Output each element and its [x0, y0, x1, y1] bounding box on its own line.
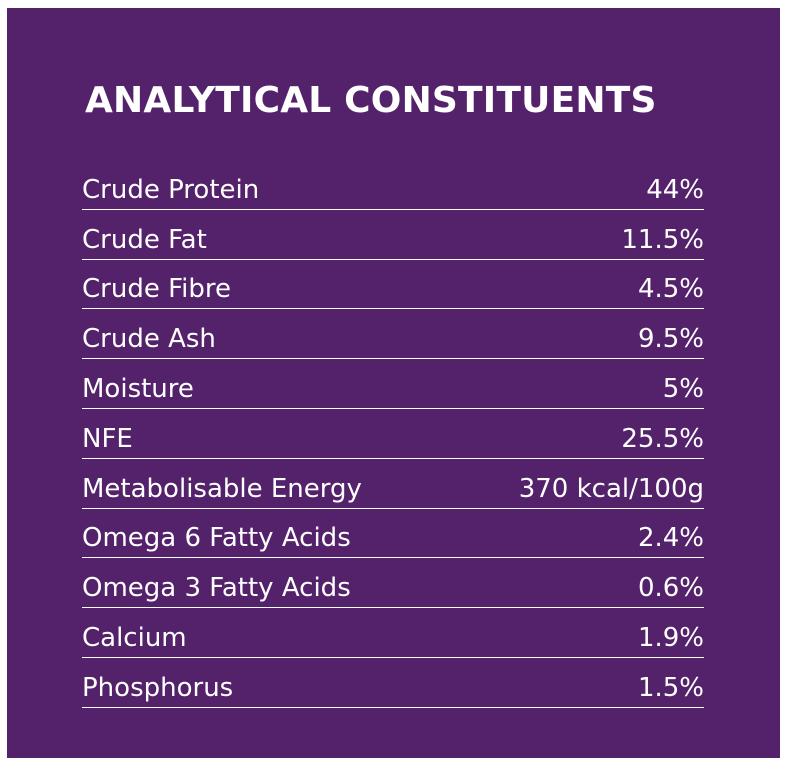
row-label: Phosphorus — [82, 672, 234, 703]
row-value: 11.5% — [621, 224, 704, 255]
row-value: 2.4% — [637, 523, 704, 554]
row-label: Moisture — [82, 373, 194, 404]
row-label: Omega 3 Fatty Acids — [82, 573, 351, 604]
row-label: Crude Fat — [82, 224, 207, 255]
row-label: Calcium — [82, 622, 187, 653]
table-row: Calcium 1.9% — [82, 608, 704, 658]
table-row: Crude Fibre 4.5% — [82, 260, 704, 310]
row-value: 44% — [646, 174, 704, 205]
table-row: Metabolisable Energy 370 kcal/100g — [82, 459, 704, 509]
table-row: Crude Protein 44% — [82, 160, 704, 210]
row-label: Crude Ash — [82, 324, 216, 355]
table-row: NFE 25.5% — [82, 409, 704, 459]
table-row: Omega 6 Fatty Acids 2.4% — [82, 509, 704, 559]
row-label: Crude Protein — [82, 174, 260, 205]
row-value: 5% — [662, 373, 704, 404]
table-row: Crude Ash 9.5% — [82, 309, 704, 360]
row-value: 0.6% — [637, 573, 704, 604]
row-value: 4.5% — [637, 274, 704, 305]
table-row: Phosphorus 1.5% — [82, 658, 704, 708]
table-row: Omega 3 Fatty Acids 0.6% — [82, 558, 704, 609]
constituents-table: Crude Protein 44% Crude Fat 11.5% Crude … — [82, 160, 704, 708]
row-label: NFE — [82, 423, 133, 454]
row-value: 25.5% — [621, 423, 704, 454]
row-label: Metabolisable Energy — [82, 473, 362, 504]
row-value: 1.9% — [637, 622, 704, 653]
row-value: 1.5% — [637, 672, 704, 703]
row-value: 9.5% — [637, 324, 704, 355]
table-row: Moisture 5% — [82, 359, 704, 409]
row-value: 370 kcal/100g — [518, 473, 704, 504]
table-row: Crude Fat 11.5% — [82, 210, 704, 260]
row-label: Crude Fibre — [82, 274, 231, 305]
panel-title: ANALYTICAL CONSTITUENTS — [85, 80, 657, 121]
row-label: Omega 6 Fatty Acids — [82, 523, 351, 554]
constituents-panel: ANALYTICAL CONSTITUENTS Crude Protein 44… — [7, 8, 780, 758]
